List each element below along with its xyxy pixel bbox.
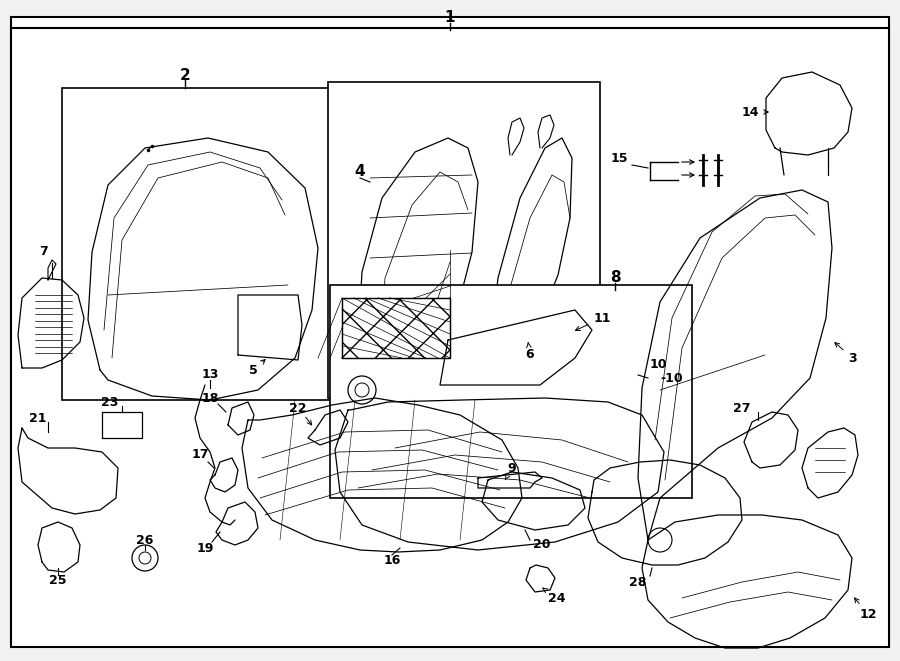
Text: 16: 16 xyxy=(383,553,400,566)
Text: 15: 15 xyxy=(610,151,628,165)
Text: 23: 23 xyxy=(102,395,119,408)
Text: 12: 12 xyxy=(854,598,877,621)
Text: 4: 4 xyxy=(355,165,365,180)
Text: -10: -10 xyxy=(660,371,682,385)
Text: 5: 5 xyxy=(249,360,266,377)
Text: 11: 11 xyxy=(575,311,611,330)
Text: 9: 9 xyxy=(505,461,517,480)
Text: 8: 8 xyxy=(609,270,620,286)
Text: 6: 6 xyxy=(526,343,535,362)
Text: 10: 10 xyxy=(650,358,668,371)
Text: 28: 28 xyxy=(629,576,647,588)
Text: 19: 19 xyxy=(196,541,213,555)
Text: 22: 22 xyxy=(289,401,307,414)
Bar xyxy=(342,298,450,358)
Text: 27: 27 xyxy=(734,401,751,414)
Text: 25: 25 xyxy=(50,574,67,586)
Text: 1: 1 xyxy=(445,11,455,26)
Bar xyxy=(328,82,600,398)
Bar xyxy=(342,298,450,358)
Text: 26: 26 xyxy=(136,533,154,547)
Bar xyxy=(342,298,450,358)
Text: 18: 18 xyxy=(202,391,219,405)
Text: 21: 21 xyxy=(29,412,47,424)
Text: 24: 24 xyxy=(543,588,565,605)
Text: 14: 14 xyxy=(742,106,768,118)
Bar xyxy=(330,285,692,498)
Text: 20: 20 xyxy=(533,539,551,551)
Text: 13: 13 xyxy=(202,368,219,381)
Text: 3: 3 xyxy=(835,342,857,364)
Text: 17: 17 xyxy=(191,449,209,461)
Text: 2: 2 xyxy=(180,67,191,83)
Text: 7: 7 xyxy=(40,245,49,258)
Bar xyxy=(62,88,330,400)
